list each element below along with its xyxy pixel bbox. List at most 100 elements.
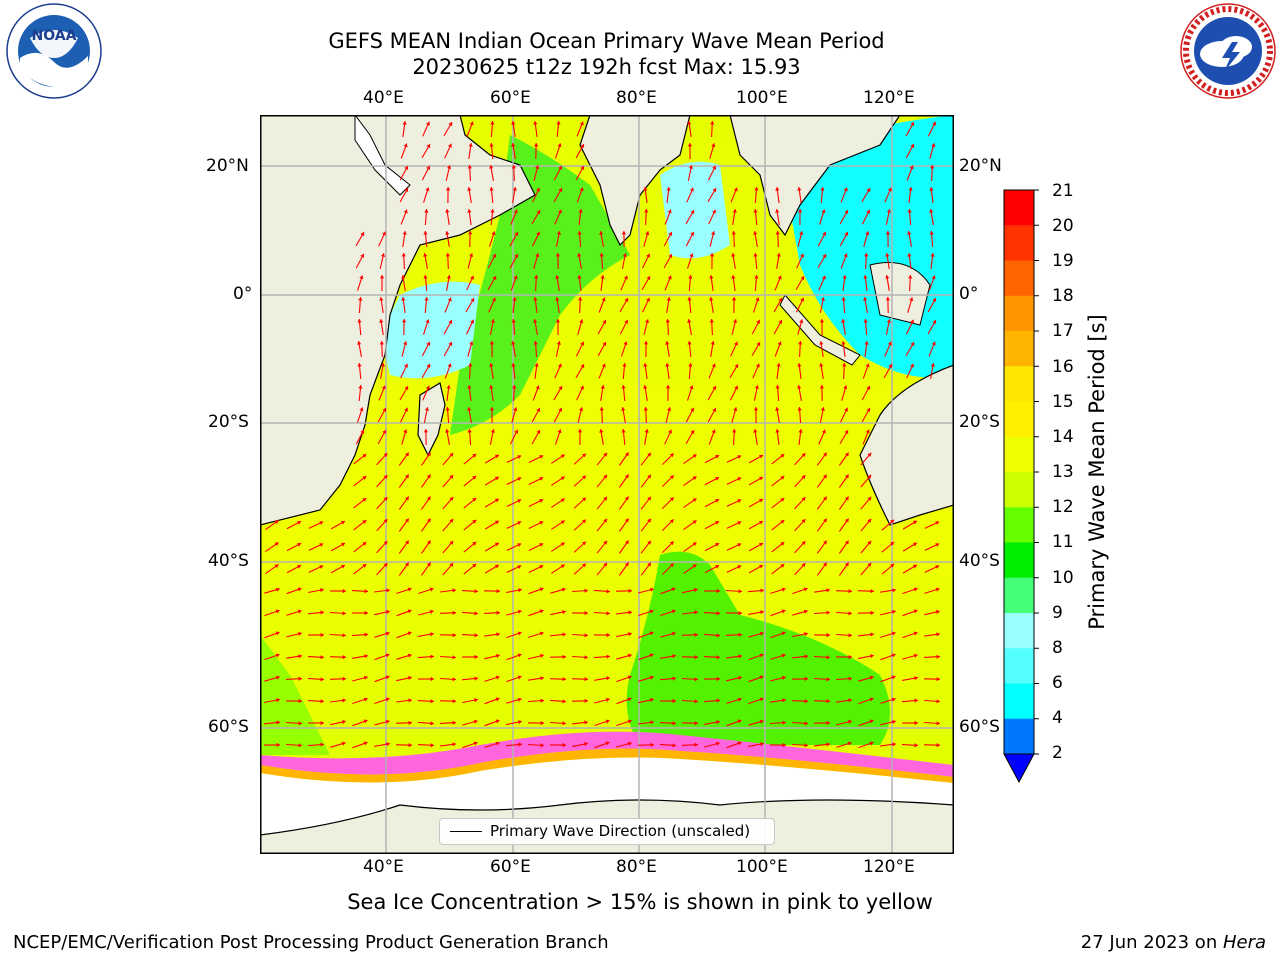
- wave-arrow-head: [430, 654, 434, 659]
- wave-arrow-head: [709, 297, 714, 301]
- wave-arrow-head: [864, 341, 869, 345]
- wave-arrow-head: [298, 743, 302, 748]
- wave-arrow-head: [452, 610, 456, 615]
- wave-arrow-head: [424, 297, 429, 301]
- wave-arrow-head: [599, 407, 604, 411]
- colorbar-segment: [1004, 577, 1034, 614]
- wave-arrow-head: [843, 385, 848, 390]
- wave-arrow-head: [775, 231, 780, 235]
- wave-arrow-head: [467, 187, 472, 191]
- wave-arrow-head: [517, 675, 522, 680]
- wave-arrow-head: [539, 499, 544, 503]
- wave-arrow-head: [775, 209, 780, 213]
- wave-arrow-head: [863, 319, 868, 323]
- wave-arrow-head: [540, 720, 544, 726]
- wave-arrow-head: [864, 253, 869, 257]
- wave-arrow-head: [780, 476, 785, 480]
- wave-arrow-head: [514, 232, 519, 236]
- wave-arrow-head: [910, 342, 915, 347]
- wave-arrow-head: [517, 521, 522, 525]
- legend-line-icon: [450, 831, 482, 832]
- wave-arrow-head: [645, 319, 650, 323]
- wave-arrow-head: [472, 519, 477, 524]
- colorbar-segment: [1004, 366, 1034, 402]
- wave-arrow-head: [804, 743, 808, 748]
- wave-arrow-head: [647, 540, 651, 545]
- wave-arrow-head: [557, 429, 562, 434]
- wave-arrow-head: [407, 653, 412, 658]
- colorbar-tick: 19: [1052, 251, 1074, 271]
- wave-arrow-head: [885, 275, 890, 279]
- wave-arrow-head: [753, 209, 758, 213]
- wave-direction-arrows: [263, 120, 941, 749]
- lat-tick-right-20s: 20°S: [959, 412, 1000, 432]
- wave-arrow-head: [672, 676, 676, 681]
- wave-arrow-head: [624, 496, 629, 501]
- wave-arrow-head: [404, 386, 409, 391]
- wave-arrow-head: [298, 721, 302, 726]
- wave-arrow-head: [669, 497, 674, 502]
- lon-tick-bottom-100e: 100°E: [736, 857, 788, 877]
- wave-arrow-head: [800, 253, 804, 258]
- wave-arrow-head: [930, 165, 935, 169]
- wave-arrow-head: [672, 743, 676, 748]
- lon-tick-top-60e: 60°E: [490, 88, 531, 108]
- wave-arrow-head: [297, 543, 302, 547]
- wave-arrow-head: [782, 742, 786, 748]
- wave-arrow-head: [646, 276, 651, 281]
- wave-arrow-head: [517, 477, 522, 481]
- wave-arrow-head: [759, 697, 764, 702]
- wave-arrow-head: [621, 385, 626, 389]
- wave-arrow-head: [715, 565, 720, 569]
- colorbar-tick: 18: [1052, 286, 1074, 306]
- wave-arrow-head: [907, 209, 912, 213]
- wave-arrow-head: [667, 209, 672, 214]
- wave-arrow-head: [738, 611, 742, 616]
- wave-arrow-head: [913, 587, 918, 592]
- wave-arrow-head: [474, 633, 478, 638]
- lon-tick-top-100e: 100°E: [736, 88, 788, 108]
- wave-arrow-head: [715, 521, 720, 525]
- wave-arrow-head: [644, 209, 649, 213]
- wave-arrow-head: [932, 121, 936, 126]
- wave-arrow-head: [823, 562, 827, 567]
- wave-arrow-head: [512, 187, 517, 191]
- wave-arrow-head: [892, 609, 896, 614]
- wave-arrow-head: [385, 631, 390, 636]
- colorbar-segment: [1004, 648, 1034, 684]
- wave-arrow-head: [606, 654, 610, 659]
- wave-arrow-head: [711, 363, 716, 368]
- wave-arrow-head: [650, 587, 654, 592]
- wave-arrow-head: [467, 429, 472, 433]
- wave-arrow-head: [841, 341, 846, 345]
- sea-ice-band: [260, 731, 954, 777]
- wave-arrow-head: [562, 699, 566, 704]
- wave-arrow-head: [425, 385, 430, 390]
- wave-arrow-head: [426, 452, 431, 457]
- wave-arrow-head: [562, 632, 566, 637]
- wave-arrow-head: [539, 521, 544, 525]
- wave-arrow-head: [472, 497, 477, 502]
- colorbar-segment: [1004, 507, 1034, 543]
- wave-arrow-head: [298, 631, 302, 636]
- wave-arrow-head: [687, 143, 693, 147]
- wave-arrow-head: [517, 631, 522, 636]
- wave-arrow-head: [759, 719, 764, 724]
- wave-arrow-head: [382, 430, 387, 434]
- wave-arrow-head: [733, 319, 738, 323]
- wave-arrow-head: [540, 743, 544, 748]
- wave-arrow-head: [643, 385, 648, 389]
- wave-arrow-head: [935, 543, 940, 547]
- wave-arrow-head: [867, 496, 872, 501]
- wave-arrow-head: [712, 386, 717, 390]
- wave-arrow-head: [358, 297, 363, 301]
- wave-arrow-head: [496, 610, 500, 615]
- wave-arrow-head: [759, 498, 763, 503]
- wave-arrow-head: [886, 209, 891, 213]
- wave-arrow-head: [426, 540, 431, 545]
- wave-arrow-head: [890, 541, 895, 546]
- wave-arrow-head: [496, 632, 500, 637]
- wave-arrow-head: [534, 275, 539, 279]
- wave-arrow-head: [737, 719, 742, 724]
- footer-host: Hera: [1222, 932, 1266, 953]
